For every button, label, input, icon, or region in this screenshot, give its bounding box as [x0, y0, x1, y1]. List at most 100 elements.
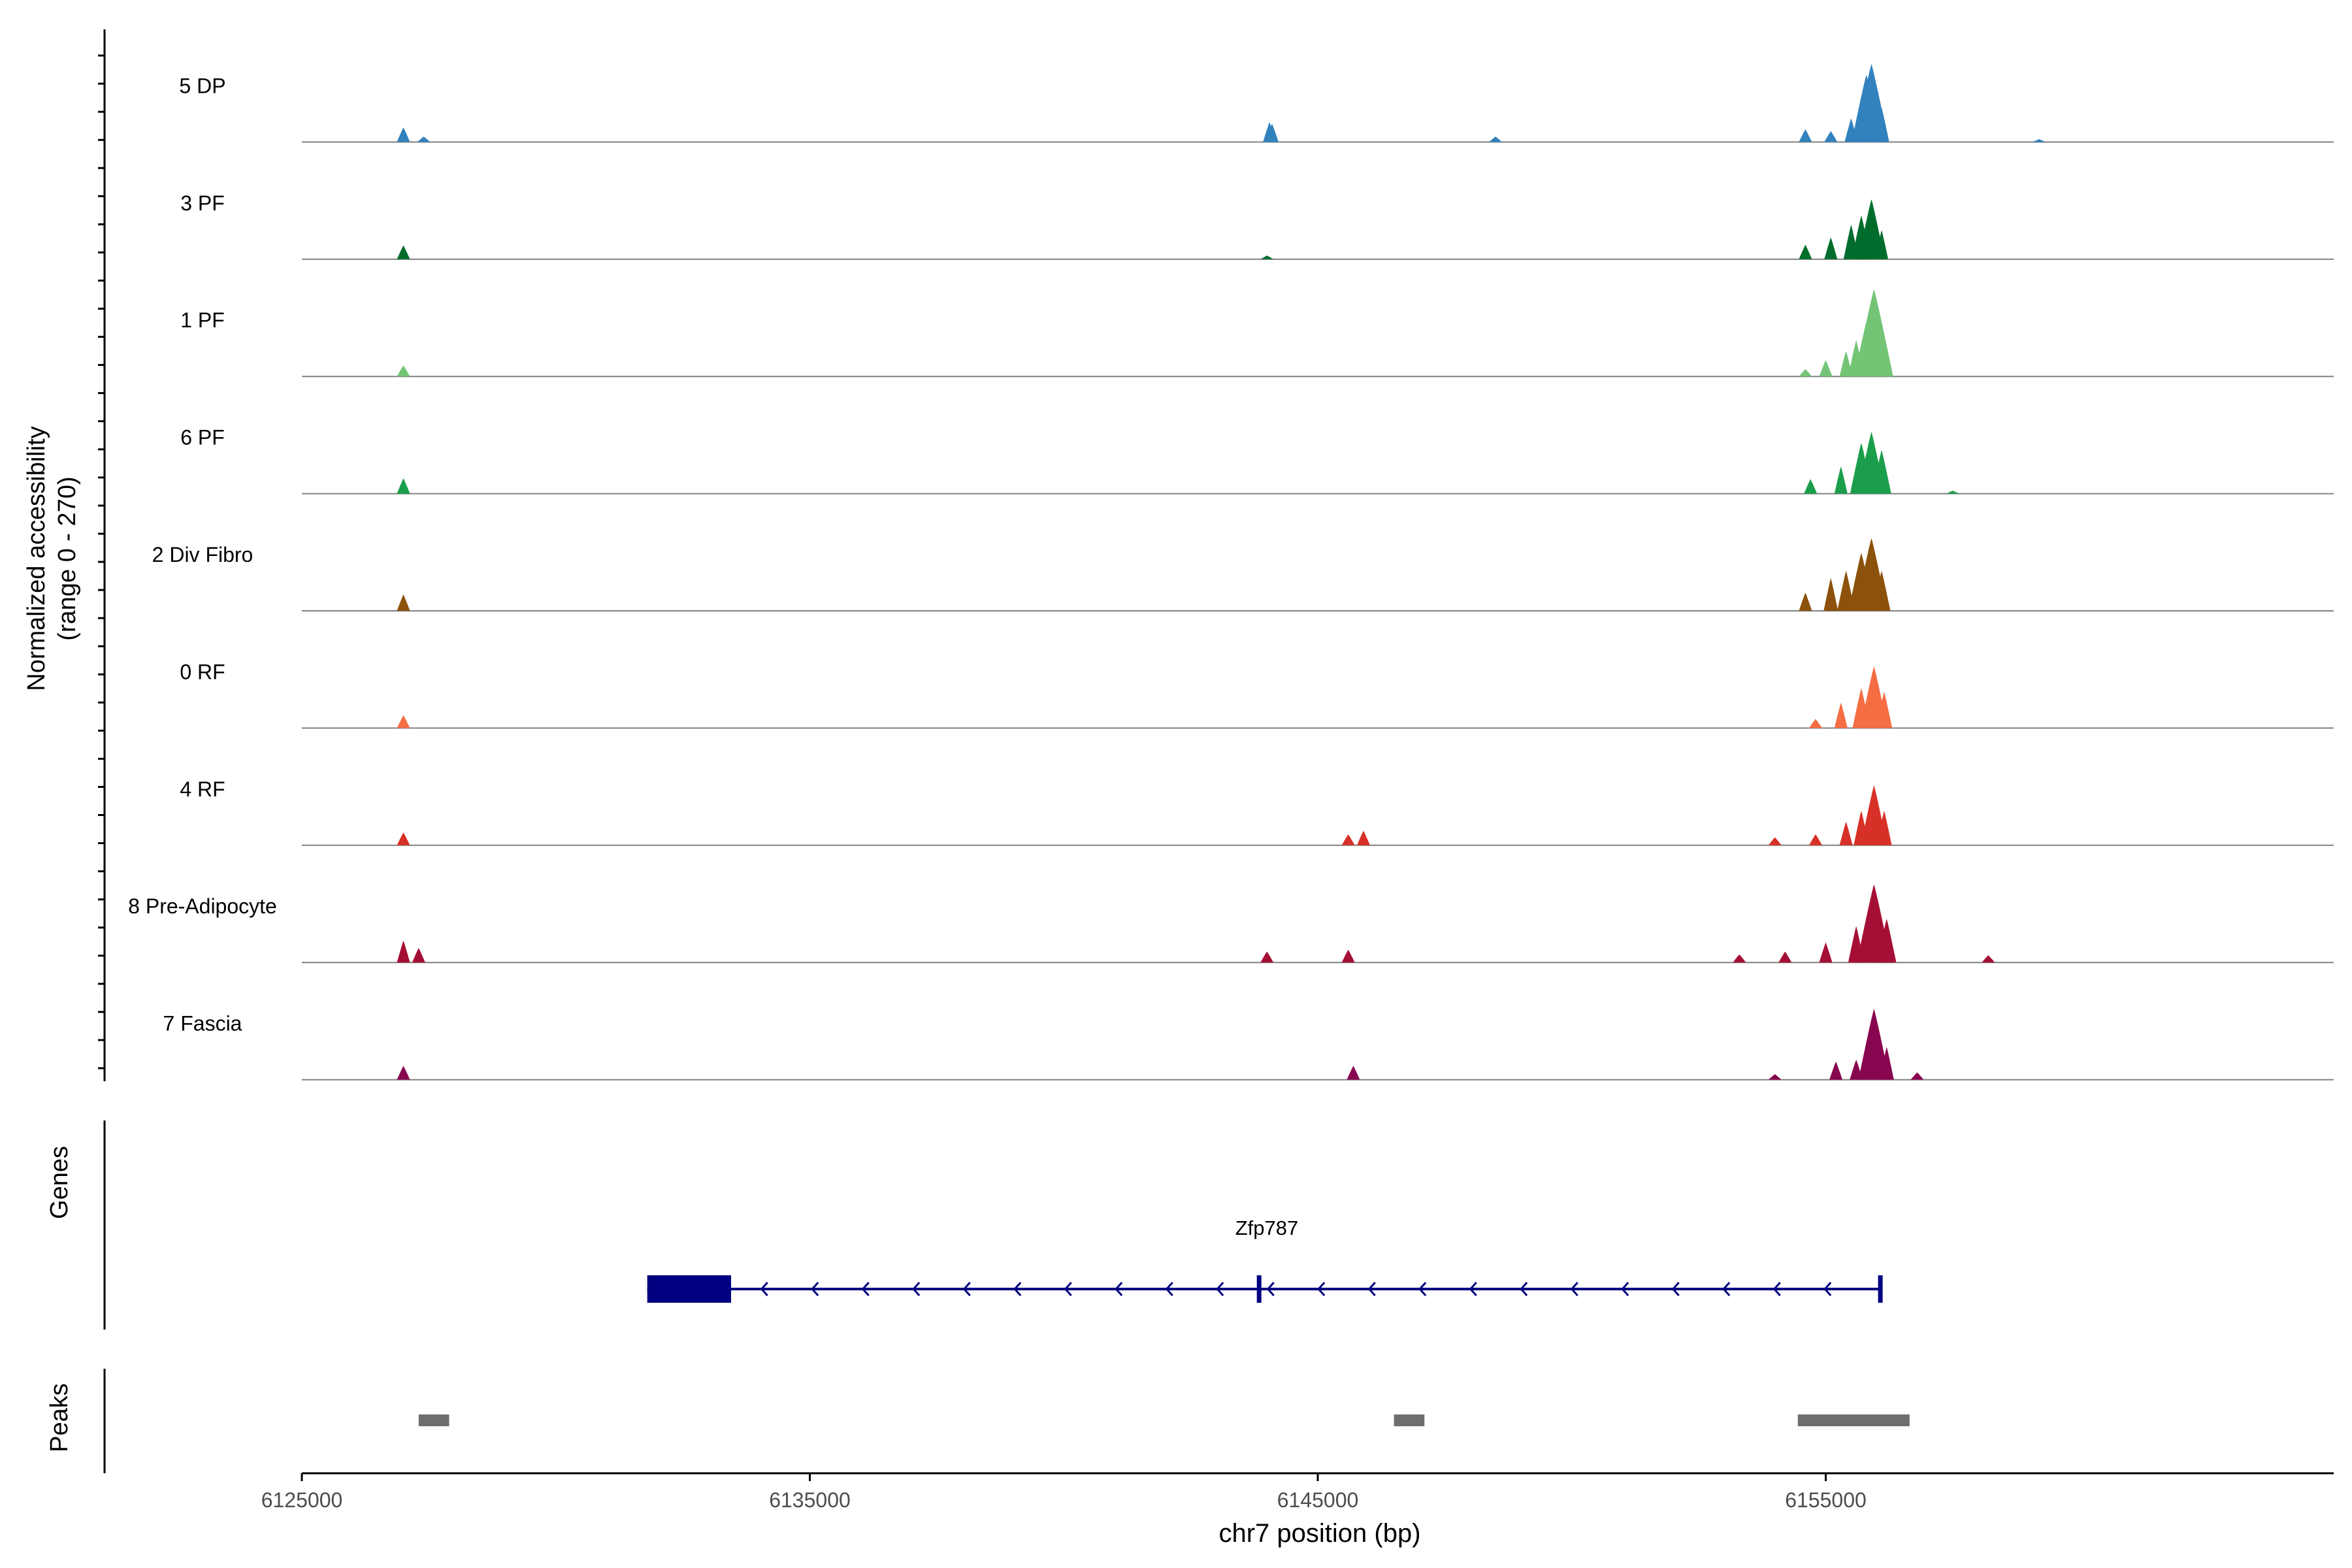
accessibility-peak [1874, 107, 1889, 142]
coverage-tracks: 5 DP 3 PF 1 PF 6 PF 2 Div Fibro 0 RF 4 RF 8 Pre… [128, 63, 2334, 1081]
peak-region [418, 1414, 449, 1426]
peak-region [1394, 1414, 1425, 1426]
accessibility-peak [1260, 255, 1274, 259]
accessibility-peak [1768, 837, 1782, 845]
strand-arrow [1823, 1281, 1832, 1297]
accessibility-peak [1768, 1074, 1782, 1080]
peak-region [1797, 1414, 1910, 1426]
strand-arrow [1570, 1281, 1578, 1297]
accessibility-peak [1804, 479, 1818, 494]
strand-arrow [1469, 1281, 1477, 1297]
accessibility-peak [397, 1066, 410, 1080]
accessibility-peak [417, 137, 431, 142]
strand-arrow [1216, 1281, 1224, 1297]
accessibility-peak [1489, 137, 1503, 142]
y-axis-label: Normalized accessibility [23, 426, 50, 691]
strand-arrow [1115, 1281, 1123, 1297]
accessibility-peak [1819, 942, 1833, 963]
accessibility-peak [1858, 199, 1885, 259]
coverage-track: 7 Fascia [163, 1009, 2334, 1081]
track-label: 1 PF [180, 308, 225, 332]
accessibility-peak [1799, 593, 1812, 611]
coverage-track: 3 PF [180, 191, 2334, 260]
accessibility-peak [1260, 951, 1274, 963]
strand-arrow [1266, 1281, 1275, 1297]
x-tick-label: 6145000 [1277, 1488, 1359, 1512]
coverage-track: 4 RF [180, 777, 2334, 846]
strand-arrow [811, 1281, 819, 1297]
accessibility-peak [1799, 244, 1812, 259]
gene-name-label: Zfp787 [1235, 1217, 1299, 1239]
gene-exon [1878, 1275, 1883, 1303]
accessibility-peak [1823, 578, 1838, 611]
accessibility-peak [1799, 369, 1812, 377]
track-label: 3 PF [180, 191, 225, 215]
strand-arrow [1520, 1281, 1528, 1297]
accessibility-peak [1837, 570, 1855, 611]
coverage-track: 0 RF [180, 660, 2334, 729]
accessibility-peak [1733, 954, 1746, 963]
accessibility-y-axis [98, 29, 106, 1081]
coverage-track: 1 PF [180, 289, 2334, 378]
strand-arrow [1013, 1281, 1022, 1297]
accessibility-peak [397, 478, 410, 494]
accessibility-peak [1341, 834, 1355, 845]
x-tick-label: 6135000 [769, 1488, 851, 1512]
accessibility-peak [397, 365, 410, 377]
accessibility-peak [1778, 951, 1792, 963]
track-label: 6 PF [180, 426, 225, 449]
accessibility-peak [397, 715, 410, 728]
peaks-panel-label: Peaks [46, 1383, 73, 1452]
genes-track [103, 1120, 1883, 1330]
accessibility-peak [1808, 834, 1822, 845]
accessibility-peak [1834, 702, 1848, 728]
strand-arrow [861, 1281, 870, 1297]
accessibility-peak [1946, 491, 1959, 494]
gene-exon [1256, 1275, 1262, 1303]
track-label: 4 RF [180, 777, 225, 801]
accessibility-peak [1341, 949, 1355, 963]
accessibility-peak [397, 832, 410, 845]
strand-arrow [912, 1281, 921, 1297]
accessibility-peak [1872, 570, 1891, 611]
track-label: 8 Pre-Adipocyte [128, 894, 277, 918]
accessibility-peak [1839, 821, 1853, 845]
coverage-track: 5 DP [179, 63, 2334, 143]
accessibility-peak [1824, 131, 1838, 142]
accessibility-peak [1356, 830, 1370, 845]
track-label: 7 Fascia [163, 1012, 242, 1036]
accessibility-peak [1879, 1047, 1894, 1080]
track-label: 2 Div Fibro [152, 543, 253, 566]
coverage-track: 8 Pre-Adipocyte [128, 884, 2334, 964]
accessibility-peak [1858, 1009, 1890, 1080]
accessibility-peak [397, 127, 410, 142]
accessibility-peak [1875, 230, 1889, 259]
accessibility-peak [397, 940, 410, 963]
strand-arrow [1418, 1281, 1427, 1297]
accessibility-peak [1824, 237, 1838, 259]
strand-arrow [1671, 1281, 1680, 1297]
genes-panel-label: Genes [46, 1146, 73, 1219]
accessibility-peak [1877, 919, 1897, 963]
accessibility-peak [1982, 955, 1995, 963]
accessibility-peak [1872, 449, 1891, 494]
strand-arrow [1772, 1281, 1781, 1297]
x-axis: 6125000 6135000 6145000 6155000 [261, 1472, 2334, 1512]
accessibility-peak [1799, 129, 1812, 142]
accessibility-peak [397, 245, 410, 259]
accessibility-peak [1347, 1066, 1360, 1080]
accessibility-peak [1266, 123, 1279, 142]
accessibility-peak [2033, 139, 2046, 142]
accessibility-peak [397, 595, 410, 611]
x-tick-label: 6125000 [261, 1488, 343, 1512]
accessibility-peak [1839, 351, 1853, 377]
strand-arrow [962, 1281, 971, 1297]
y-axis-label-range: (range 0 - 270) [54, 476, 81, 640]
strand-arrow [1064, 1281, 1072, 1297]
strand-arrow [1367, 1281, 1376, 1297]
accessibility-peak [1829, 1061, 1843, 1080]
accessibility-peak [1876, 340, 1893, 377]
accessibility-peak [1876, 691, 1893, 728]
coverage-track: 6 PF [180, 426, 2334, 495]
